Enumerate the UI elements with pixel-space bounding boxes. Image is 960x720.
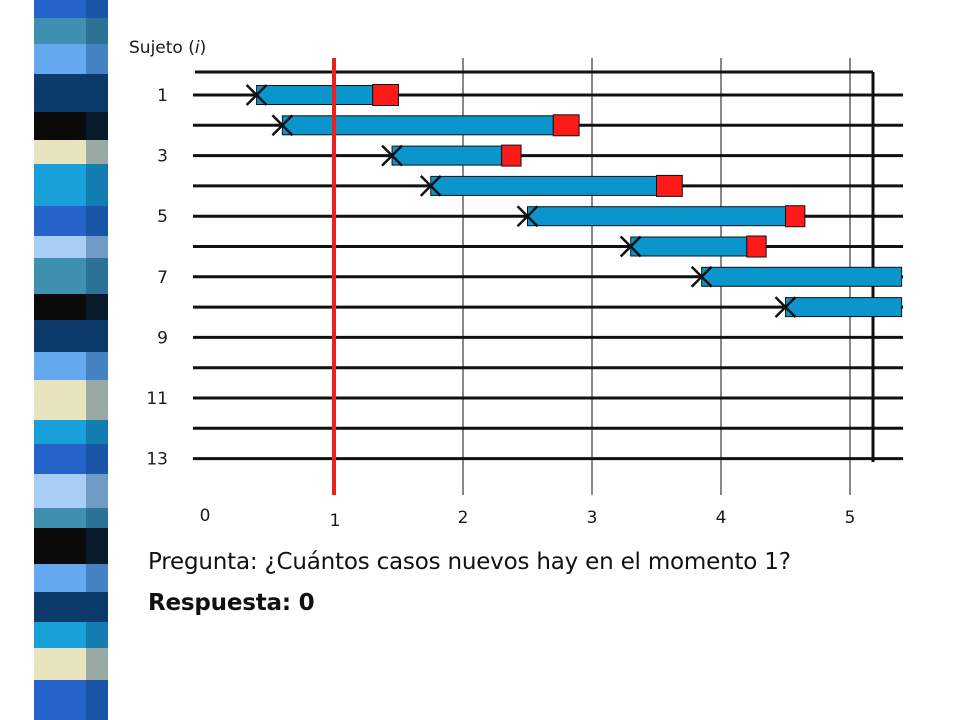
stripe-segment <box>34 112 108 141</box>
event-block <box>501 144 522 167</box>
stripe-segment <box>34 592 108 623</box>
y-tick-label: 13 <box>146 450 168 470</box>
stripe-segment <box>34 380 108 421</box>
stripe-segment <box>34 622 108 649</box>
x-tick-label: 4 <box>716 508 727 528</box>
event-block <box>656 174 683 197</box>
stripe-segment <box>34 352 108 381</box>
stripe-segment <box>34 206 108 237</box>
stripe-segment <box>34 648 108 681</box>
stripe-segment <box>34 528 108 565</box>
stripe-segment <box>34 258 108 295</box>
onset-cross-mark <box>381 144 403 167</box>
y-tick-label: 9 <box>157 328 168 348</box>
stripe-segment <box>34 474 108 509</box>
stripe-segment <box>34 564 108 593</box>
stripe-segment <box>34 680 108 711</box>
follow-up-bar <box>430 175 657 196</box>
stripe-segment <box>34 320 108 353</box>
stripe-segment <box>34 18 108 45</box>
event-block <box>746 235 767 258</box>
y-tick-label: 1 <box>157 86 168 106</box>
follow-up-bar <box>391 145 503 166</box>
follow-up-bars <box>245 84 903 318</box>
follow-up-bar <box>701 266 903 287</box>
follow-up-bar <box>527 206 786 227</box>
stripe-shadow <box>86 0 108 720</box>
stripe-segment <box>34 164 108 207</box>
x-tick-label: 5 <box>845 508 856 528</box>
stripe-segment <box>34 74 108 113</box>
answer-text: Respuesta: 0 <box>148 590 315 616</box>
follow-up-bar <box>630 236 748 257</box>
follow-up-bar <box>785 297 903 318</box>
stripe-gap <box>0 0 34 720</box>
x-tick-labels: 0 1 2 3 4 5 <box>200 506 856 531</box>
onset-cross-mark <box>619 235 642 258</box>
stripe-segment <box>34 710 108 720</box>
y-tick-label: 11 <box>146 389 168 409</box>
onset-cross-mark <box>516 205 539 228</box>
x-tick-label: 3 <box>587 508 598 528</box>
stripe-segment <box>34 236 108 259</box>
y-tick-label: 3 <box>157 147 168 167</box>
stripe-segment <box>34 140 108 165</box>
x-tick-label: 0 <box>200 506 211 526</box>
stripe-segment <box>34 420 108 445</box>
y-tick-label: 5 <box>157 207 168 227</box>
question-text: Pregunta: ¿Cuántos casos nuevos hay en e… <box>148 549 791 575</box>
follow-up-bar <box>281 115 554 136</box>
stripe-segment <box>34 0 108 19</box>
onset-cross-mark <box>419 175 442 197</box>
x-tick-label: 1 <box>330 511 341 531</box>
decorative-stripe-bar <box>0 0 108 720</box>
event-block <box>552 114 580 137</box>
y-axis-title: Sujeto (i) <box>129 38 206 58</box>
stripe-segment <box>34 44 108 75</box>
stripe-segment <box>34 444 108 475</box>
x-tick-label: 2 <box>458 508 469 528</box>
onset-cross-mark <box>774 296 797 318</box>
stripe-segment <box>34 294 108 321</box>
stripe-segment <box>34 508 108 529</box>
y-tick-label: 7 <box>157 268 168 288</box>
follow-up-bar <box>256 85 374 105</box>
event-block <box>372 84 400 106</box>
onset-cross-mark <box>271 114 294 137</box>
onset-cross-mark <box>245 84 268 106</box>
event-block <box>785 205 806 228</box>
onset-cross-mark <box>690 265 713 288</box>
